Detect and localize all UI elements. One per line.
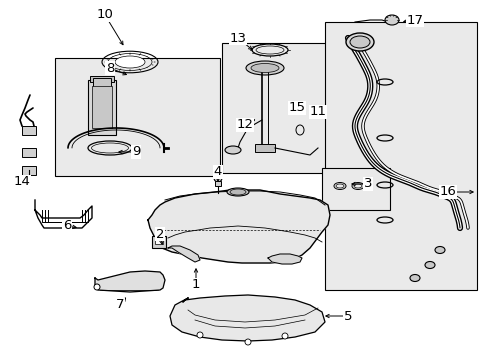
Text: 5: 5: [343, 310, 351, 323]
Ellipse shape: [250, 63, 279, 72]
Text: 10: 10: [96, 9, 113, 22]
Ellipse shape: [115, 56, 145, 68]
Ellipse shape: [409, 274, 419, 282]
Bar: [55, 58, 220, 176]
Polygon shape: [148, 190, 329, 263]
Bar: [222, 43, 339, 173]
FancyArrowPatch shape: [139, 69, 141, 70]
Bar: [152, 236, 165, 248]
Text: 1: 1: [191, 279, 200, 292]
Ellipse shape: [224, 146, 241, 154]
Bar: [90, 76, 114, 82]
Ellipse shape: [226, 188, 248, 196]
Bar: [22, 166, 36, 175]
Bar: [92, 86, 112, 128]
Bar: [93, 78, 111, 88]
Text: 2: 2: [156, 228, 164, 240]
Text: 11: 11: [309, 105, 326, 118]
Text: 12: 12: [236, 118, 253, 131]
Ellipse shape: [384, 15, 398, 25]
Polygon shape: [170, 295, 325, 341]
Bar: [155, 237, 163, 244]
Circle shape: [94, 284, 100, 290]
Bar: [22, 148, 36, 157]
Bar: [325, 22, 476, 290]
Text: 8: 8: [105, 62, 114, 75]
Polygon shape: [168, 246, 200, 262]
Text: 6: 6: [62, 220, 71, 233]
Ellipse shape: [245, 61, 284, 75]
Bar: [88, 80, 116, 135]
FancyArrowPatch shape: [119, 69, 121, 70]
Bar: [254, 144, 274, 152]
Ellipse shape: [349, 36, 369, 48]
Text: 9: 9: [132, 145, 140, 158]
Text: 17: 17: [406, 13, 423, 27]
Bar: [321, 168, 389, 210]
Circle shape: [197, 332, 203, 338]
Text: 7: 7: [116, 298, 124, 311]
Bar: [215, 181, 221, 186]
Text: 4: 4: [213, 166, 222, 179]
Circle shape: [214, 174, 222, 182]
Text: 14: 14: [14, 175, 30, 189]
Bar: [22, 126, 36, 135]
Circle shape: [282, 333, 287, 339]
Ellipse shape: [346, 33, 373, 51]
Text: 16: 16: [439, 185, 455, 198]
FancyArrowPatch shape: [139, 54, 141, 55]
Ellipse shape: [424, 261, 434, 269]
Bar: [95, 90, 109, 98]
Polygon shape: [267, 254, 302, 264]
Ellipse shape: [229, 189, 245, 195]
Text: 13: 13: [229, 31, 246, 45]
Polygon shape: [95, 271, 164, 292]
Ellipse shape: [434, 247, 444, 253]
Text: 3: 3: [363, 177, 371, 190]
Text: 15: 15: [288, 102, 305, 114]
FancyArrowPatch shape: [119, 54, 121, 55]
Circle shape: [244, 339, 250, 345]
